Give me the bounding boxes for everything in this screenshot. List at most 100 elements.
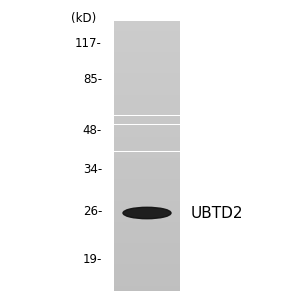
Bar (114, 97, 180, 98)
Bar (114, 109, 180, 110)
Bar (114, 40, 180, 41)
Bar (114, 23, 180, 24)
Bar (114, 105, 180, 106)
Bar (114, 285, 180, 286)
Bar (114, 72, 180, 73)
Bar (114, 84, 180, 85)
Bar (114, 119, 180, 120)
Bar (114, 125, 180, 126)
Bar (114, 189, 180, 190)
Bar (114, 49, 180, 50)
Bar (114, 132, 180, 133)
Bar (114, 135, 180, 136)
Bar (114, 198, 180, 199)
Bar (114, 200, 180, 201)
Bar (114, 178, 180, 179)
Bar (114, 179, 180, 180)
Text: 19-: 19- (82, 253, 102, 266)
Bar (114, 268, 180, 269)
Bar (114, 93, 180, 94)
Bar (114, 118, 180, 119)
Bar (114, 195, 180, 196)
Bar (114, 145, 180, 146)
Bar (114, 32, 180, 33)
Bar (114, 240, 180, 241)
Bar (114, 108, 180, 109)
Bar (114, 227, 180, 228)
Bar (114, 288, 180, 289)
Bar (114, 251, 180, 252)
Bar (114, 214, 180, 215)
Bar (114, 166, 180, 167)
Bar (114, 86, 180, 87)
Bar (114, 61, 180, 62)
Bar (114, 71, 180, 72)
Bar (114, 191, 180, 192)
Bar (114, 202, 180, 203)
Bar (114, 229, 180, 230)
Bar (114, 86, 180, 89)
Bar (114, 127, 180, 128)
Bar (114, 94, 180, 95)
Bar (114, 243, 180, 244)
Bar (114, 104, 180, 107)
Bar (114, 116, 180, 117)
Bar (114, 139, 180, 140)
Bar (114, 77, 180, 78)
Bar (114, 131, 180, 132)
Bar (114, 33, 180, 34)
Bar (114, 273, 180, 274)
Bar (114, 235, 180, 236)
Bar (114, 232, 180, 233)
Bar (114, 81, 180, 82)
Bar (114, 196, 180, 197)
Text: 48-: 48- (83, 124, 102, 137)
Bar (114, 81, 180, 84)
Bar (114, 85, 180, 86)
Bar (114, 146, 180, 147)
Bar (114, 222, 180, 223)
Bar (114, 219, 180, 220)
Bar (114, 234, 180, 235)
Bar (114, 215, 180, 216)
Bar (114, 170, 180, 171)
Bar (114, 169, 180, 170)
Bar (114, 172, 180, 173)
Bar (114, 185, 180, 186)
Bar (114, 192, 180, 193)
Bar (114, 52, 180, 53)
Bar (114, 160, 180, 161)
Bar (114, 283, 180, 284)
Bar (114, 260, 180, 261)
Bar (114, 95, 180, 98)
Bar (114, 162, 180, 163)
Bar (114, 38, 180, 39)
Bar (114, 164, 180, 165)
Bar (114, 67, 180, 68)
Bar (114, 133, 180, 134)
Text: (kD): (kD) (71, 12, 96, 25)
Bar (114, 194, 180, 195)
Bar (114, 224, 180, 225)
Bar (114, 91, 180, 92)
Bar (114, 290, 180, 291)
Text: UBTD2: UBTD2 (190, 206, 243, 220)
Bar (114, 98, 180, 100)
Bar (114, 99, 180, 102)
Bar (114, 150, 180, 151)
Ellipse shape (123, 207, 171, 219)
Bar (114, 256, 180, 257)
Bar (114, 102, 180, 103)
Bar (114, 115, 180, 116)
Bar (114, 183, 180, 184)
Bar (114, 41, 180, 42)
Bar (114, 213, 180, 214)
Bar (114, 134, 180, 135)
Bar (114, 168, 180, 169)
Bar (114, 117, 180, 118)
Bar (114, 75, 180, 76)
Bar (114, 55, 180, 56)
Bar (114, 255, 180, 256)
Bar (114, 286, 180, 287)
Bar (114, 152, 180, 153)
